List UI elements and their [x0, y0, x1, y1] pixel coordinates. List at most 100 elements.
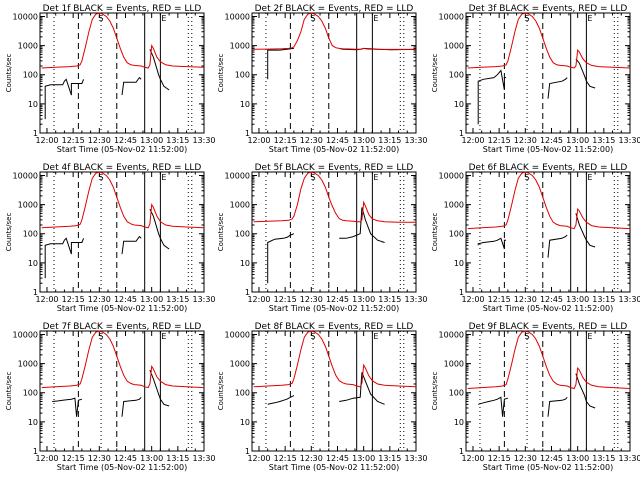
- plot-frame: [39, 330, 205, 452]
- y-tick-label: 10: [454, 418, 464, 427]
- series-line-lld: [253, 12, 416, 50]
- x-tick-label: 13:00: [352, 136, 375, 145]
- x-tick-label: 12:00: [35, 454, 58, 463]
- chart-panel-1: Det 1f BLACK = Events, RED = LLD 1 10 100 10…: [5, 4, 216, 154]
- x-tick-label: 13:15: [592, 295, 615, 304]
- x-tick-label: 12:00: [461, 454, 484, 463]
- x-tick-label: 12:00: [461, 136, 484, 145]
- y-tick-label: 1: [459, 129, 464, 138]
- x-tick-label: 12:45: [114, 136, 137, 145]
- y-tick-label: 100: [23, 71, 38, 80]
- y-tick-label: 100: [235, 230, 250, 239]
- y-tick-label: 1: [245, 288, 250, 297]
- x-axis-label: Start Time (05-Nov-02 11:52:00): [269, 145, 399, 154]
- x-tick-label: 13:00: [352, 454, 375, 463]
- x-axis-label: Start Time (05-Nov-02 11:52:00): [483, 145, 613, 154]
- chart-panel-8: Det 8f BLACK = Events, RED = LLD 1 10 100 10…: [217, 322, 428, 472]
- marker-E: E: [373, 332, 378, 341]
- y-tick-label: 1000: [444, 201, 464, 210]
- y-tick-label: 10: [28, 418, 38, 427]
- series-line-lld: [253, 330, 417, 388]
- x-tick-label: 12:30: [514, 295, 537, 304]
- chart-panel-2: Det 2f BLACK = Events, RED = LLD 1 10 100 10…: [217, 4, 428, 154]
- y-tick-label: 100: [23, 389, 38, 398]
- x-tick-label: 12:45: [326, 295, 349, 304]
- marker-S: S: [311, 173, 316, 182]
- x-tick-label: 12:15: [274, 136, 297, 145]
- marker-S: S: [525, 173, 530, 182]
- x-tick-label: 13:30: [618, 454, 640, 463]
- x-tick-label: 12:30: [300, 136, 323, 145]
- y-axis-label: Counts/sec: [5, 372, 13, 411]
- y-tick-label: 100: [235, 71, 250, 80]
- x-tick-label: 13:15: [166, 454, 189, 463]
- series-line-events: [477, 58, 596, 125]
- x-tick-label: 13:15: [166, 295, 189, 304]
- chart-title: Det 2f BLACK = Events, RED = LLD: [255, 4, 414, 14]
- x-tick-label: 13:00: [140, 454, 163, 463]
- x-tick-label: 12:15: [274, 454, 297, 463]
- chart-panel-7: Det 7f BLACK = Events, RED = LLD 1 10 100 10…: [5, 322, 216, 472]
- x-tick-label: 13:15: [378, 454, 401, 463]
- plot-frame: [251, 12, 417, 134]
- chart-title: Det 3f BLACK = Events, RED = LLD: [469, 4, 628, 14]
- chart-panel-3: Det 3f BLACK = Events, RED = LLD 1 10 100 10…: [431, 4, 640, 154]
- x-axis-label: Start Time (05-Nov-02 11:52:00): [57, 145, 187, 154]
- x-tick-label: 12:30: [88, 136, 111, 145]
- x-tick-label: 12:45: [540, 136, 563, 145]
- marker-S: S: [525, 332, 530, 341]
- y-tick-label: 10: [240, 418, 250, 427]
- marker-E: E: [587, 14, 592, 23]
- x-tick-label: 13:30: [192, 295, 215, 304]
- x-axis-label: Start Time (05-Nov-02 11:52:00): [57, 304, 187, 313]
- x-tick-label: 12:30: [514, 454, 537, 463]
- y-tick-label: 1000: [444, 42, 464, 51]
- y-tick-label: 1000: [230, 42, 250, 51]
- marker-S: S: [311, 332, 316, 341]
- x-tick-label: 13:15: [378, 136, 401, 145]
- marker-S: S: [99, 332, 104, 341]
- chart-title: Det 9f BLACK = Events, RED = LLD: [469, 322, 628, 332]
- x-tick-label: 13:00: [140, 136, 163, 145]
- x-tick-label: 13:15: [592, 454, 615, 463]
- y-tick-label: 1: [33, 129, 38, 138]
- x-axis-label: Start Time (05-Nov-02 11:52:00): [483, 304, 613, 313]
- chart-title: Det 7f BLACK = Events, RED = LLD: [43, 322, 202, 332]
- y-tick-label: 100: [449, 230, 464, 239]
- marker-E: E: [373, 14, 378, 23]
- y-tick-label: 10000: [13, 171, 38, 180]
- series-line-lld: [253, 171, 416, 223]
- x-tick-label: 12:15: [274, 295, 297, 304]
- x-tick-label: 12:30: [300, 295, 323, 304]
- plot-frame: [465, 330, 631, 452]
- y-tick-label: 1000: [18, 360, 38, 369]
- y-tick-label: 10000: [13, 12, 38, 21]
- y-axis-label: Counts/sec: [431, 213, 439, 252]
- plot-frame: [251, 330, 417, 452]
- series-line-events: [477, 213, 596, 258]
- x-tick-label: 12:15: [488, 295, 511, 304]
- x-tick-label: 13:30: [404, 295, 427, 304]
- plot-frame: [465, 171, 631, 293]
- y-tick-label: 100: [449, 71, 464, 80]
- plot-frame: [39, 171, 205, 293]
- y-tick-label: 10000: [225, 171, 250, 180]
- series-line-events: [267, 372, 385, 405]
- x-tick-label: 12:15: [62, 136, 85, 145]
- x-tick-label: 13:15: [166, 136, 189, 145]
- x-tick-label: 13:30: [618, 136, 640, 145]
- x-axis-label: Start Time (05-Nov-02 11:52:00): [57, 463, 187, 472]
- y-tick-label: 100: [449, 389, 464, 398]
- x-tick-label: 12:00: [35, 136, 58, 145]
- x-tick-label: 12:00: [247, 454, 270, 463]
- x-tick-label: 12:15: [62, 454, 85, 463]
- y-axis-label: Counts/sec: [217, 213, 225, 252]
- plot-frame: [251, 171, 417, 293]
- series-line-events: [52, 369, 170, 417]
- marker-E: E: [161, 173, 166, 182]
- x-tick-label: 12:00: [461, 295, 484, 304]
- marker-E: E: [161, 14, 166, 23]
- y-tick-label: 1: [245, 129, 250, 138]
- y-tick-label: 1: [459, 288, 464, 297]
